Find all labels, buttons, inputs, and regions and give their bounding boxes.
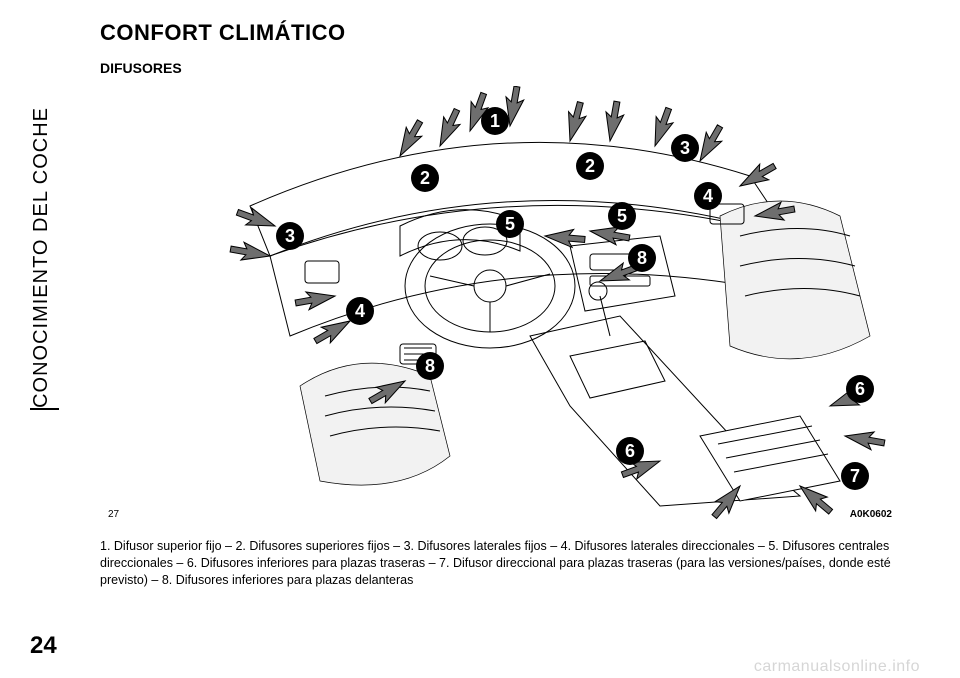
figure-code: A0K0602 (850, 509, 892, 520)
page: CONOCIMIENTO DEL COCHE CONFORT CLIMÁTICO… (0, 0, 960, 678)
callout-number: 2 (420, 168, 430, 188)
callout-number: 8 (637, 248, 647, 268)
section-side-label: CONOCIMIENTO DEL COCHE (30, 30, 59, 410)
callout-number: 5 (617, 206, 627, 226)
callout-number: 8 (425, 356, 435, 376)
page-subtitle: DIFUSORES (100, 60, 900, 76)
page-title: CONFORT CLIMÁTICO (100, 20, 900, 46)
callout-number: 3 (285, 226, 295, 246)
dashboard-diagram: 1 2 2 3 3 4 4 5 5 6 6 7 8 8 (100, 86, 900, 526)
figure-number: 27 (108, 509, 119, 520)
callout-number: 3 (680, 138, 690, 158)
figure: 1 2 2 3 3 4 4 5 5 6 6 7 8 8 27 A0K0602 (100, 86, 900, 526)
figure-caption: 1. Difusor superior fijo – 2. Difusores … (100, 538, 900, 589)
callout-number: 7 (850, 466, 860, 486)
callout-number: 4 (355, 301, 365, 321)
callout-number: 6 (855, 379, 865, 399)
callout-number: 4 (703, 186, 713, 206)
callout-number: 1 (490, 111, 500, 131)
watermark: carmanualsonline.info (754, 658, 920, 676)
page-number: 24 (30, 632, 57, 660)
callout-number: 6 (625, 441, 635, 461)
callout-number: 5 (505, 214, 515, 234)
section-side-label-text: CONOCIMIENTO DEL COCHE (30, 107, 53, 408)
callout-number: 2 (585, 156, 595, 176)
